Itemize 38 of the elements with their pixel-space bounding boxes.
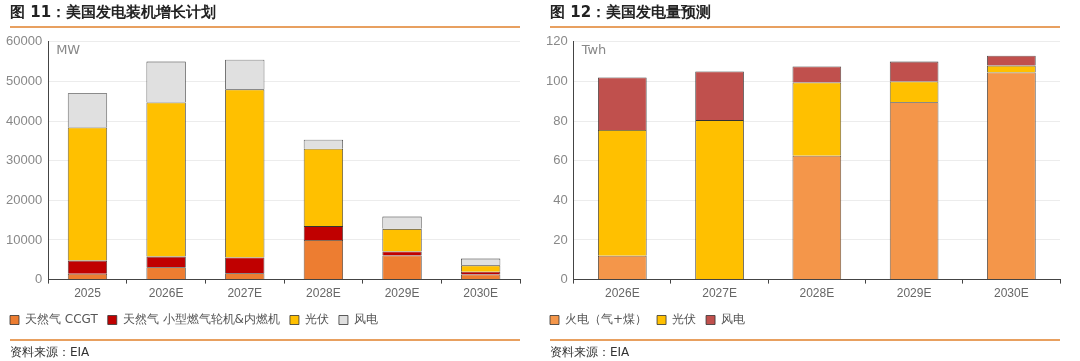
legend-label: 光伏 <box>304 312 329 327</box>
chart-title: 图 11：美国发电装机增长计划 <box>10 0 520 28</box>
legend-label: 天然气 小型燃气轮机&内燃机 <box>122 312 280 327</box>
y-tick-label: 100 <box>545 73 568 89</box>
y-tick-label: 40000 <box>5 112 43 128</box>
y-tick-label: 50000 <box>5 73 43 89</box>
x-tick-label: 2029E <box>384 286 420 301</box>
x-tick-label: 2030E <box>463 286 499 301</box>
y-tick-label: 80 <box>553 112 568 128</box>
x-tick-label: 2026E <box>148 286 184 301</box>
legend-label: 天然气 CCGT <box>25 312 99 327</box>
legend-label: 光伏 <box>672 312 697 327</box>
x-tick-label: 2026E <box>604 286 640 301</box>
x-tick-label: 2028E <box>799 286 835 301</box>
x-tick-label: 2028E <box>306 286 341 301</box>
y-tick-label: 10000 <box>5 231 43 247</box>
x-tick-label: 2027E <box>702 286 737 301</box>
y-tick-label: 120 <box>545 33 568 49</box>
y-tick-label: 0 <box>560 271 568 287</box>
y-tick-label: 0 <box>34 271 43 287</box>
legend-label: 风电 <box>721 312 746 327</box>
y-axis-title: MW <box>56 41 81 57</box>
y-tick-label: 60 <box>553 152 568 168</box>
y-tick-label: 20 <box>553 231 568 247</box>
x-tick-label: 2025 <box>74 286 102 301</box>
y-tick-label: 30000 <box>5 152 43 168</box>
y-tick-label: 60000 <box>5 33 43 49</box>
legend-label: 风电 <box>353 312 378 327</box>
y-tick-label: 40 <box>553 191 568 207</box>
text: 资料来源：EIA <box>10 339 520 361</box>
x-tick-label: 2030E <box>994 286 1029 301</box>
legend-label: 火电（气+煤） <box>565 312 648 327</box>
x-tick-label: 2027E <box>227 286 263 301</box>
y-tick-label: 20000 <box>5 191 43 207</box>
y-axis-title: Twh <box>580 41 607 57</box>
text: 资料来源：EIA <box>550 339 1060 361</box>
x-tick-label: 2029E <box>896 286 932 301</box>
chart-title: 图 12：美国发电量预测 <box>550 0 1060 28</box>
